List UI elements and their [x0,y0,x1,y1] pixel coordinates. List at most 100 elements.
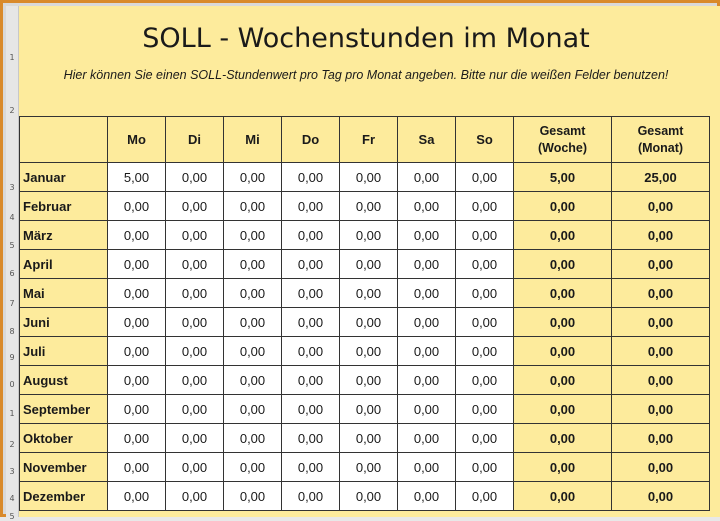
day-hours-cell[interactable]: 0,00 [339,162,398,192]
day-hours-cell[interactable]: 0,00 [339,278,398,308]
day-hours-cell[interactable]: 0,00 [339,423,398,453]
day-hours-cell[interactable]: 0,00 [223,191,282,221]
day-hours-cell[interactable]: 0,00 [107,249,166,279]
day-hours-cell[interactable]: 0,00 [165,365,224,395]
header-mi: Mi [223,116,282,163]
day-hours-cell[interactable]: 0,00 [223,423,282,453]
day-hours-cell[interactable]: 0,00 [107,452,166,482]
day-hours-cell[interactable]: 0,00 [455,481,514,511]
day-hours-cell[interactable]: 0,00 [107,278,166,308]
day-hours-cell[interactable]: 0,00 [107,423,166,453]
day-hours-cell[interactable]: 0,00 [223,394,282,424]
day-hours-cell[interactable]: 0,00 [455,278,514,308]
day-hours-cell[interactable]: 0,00 [339,394,398,424]
day-hours-cell[interactable]: 0,00 [455,394,514,424]
day-hours-cell[interactable]: 0,00 [281,191,340,221]
day-hours-cell[interactable]: 0,00 [455,162,514,192]
day-hours-cell[interactable]: 0,00 [107,336,166,366]
day-hours-cell[interactable]: 0,00 [223,220,282,250]
day-hours-cell[interactable]: 0,00 [281,365,340,395]
day-hours-cell[interactable]: 0,00 [339,220,398,250]
day-hours-cell[interactable]: 0,00 [223,336,282,366]
day-hours-cell[interactable]: 0,00 [397,191,456,221]
day-hours-cell[interactable]: 0,00 [223,162,282,192]
day-hours-cell[interactable]: 0,00 [397,336,456,366]
month-label: April [19,249,108,279]
day-hours-cell[interactable]: 0,00 [397,423,456,453]
day-hours-cell[interactable]: 0,00 [397,307,456,337]
day-hours-cell[interactable]: 0,00 [397,249,456,279]
day-hours-cell[interactable]: 0,00 [339,249,398,279]
week-total-cell: 0,00 [513,278,612,308]
day-hours-cell[interactable]: 0,00 [165,278,224,308]
day-hours-cell[interactable]: 0,00 [165,220,224,250]
day-hours-cell[interactable]: 0,00 [455,365,514,395]
day-hours-cell[interactable]: 0,00 [397,452,456,482]
week-total-cell: 5,00 [513,162,612,192]
day-hours-cell[interactable]: 0,00 [281,162,340,192]
month-total-cell: 0,00 [611,336,710,366]
day-hours-cell[interactable]: 0,00 [165,394,224,424]
day-hours-cell[interactable]: 0,00 [107,220,166,250]
day-hours-cell[interactable]: 0,00 [397,394,456,424]
day-hours-cell[interactable]: 0,00 [455,423,514,453]
day-hours-cell[interactable]: 0,00 [223,481,282,511]
month-total-cell: 0,00 [611,394,710,424]
day-hours-cell[interactable]: 0,00 [455,191,514,221]
day-hours-cell[interactable]: 0,00 [107,481,166,511]
day-hours-cell[interactable]: 0,00 [455,307,514,337]
day-hours-cell[interactable]: 0,00 [397,162,456,192]
week-total-cell: 0,00 [513,307,612,337]
day-hours-cell[interactable]: 0,00 [339,481,398,511]
day-hours-cell[interactable]: 0,00 [281,336,340,366]
day-hours-cell[interactable]: 0,00 [281,481,340,511]
day-hours-cell[interactable]: 0,00 [107,191,166,221]
month-label: November [19,452,108,482]
day-hours-cell[interactable]: 0,00 [223,249,282,279]
day-hours-cell[interactable]: 0,00 [107,307,166,337]
day-hours-cell[interactable]: 0,00 [223,278,282,308]
header-di: Di [165,116,224,163]
day-hours-cell[interactable]: 0,00 [107,394,166,424]
day-hours-cell[interactable]: 0,00 [165,452,224,482]
day-hours-cell[interactable]: 0,00 [339,365,398,395]
day-hours-cell[interactable]: 0,00 [397,278,456,308]
day-hours-cell[interactable]: 0,00 [107,365,166,395]
day-hours-cell[interactable]: 0,00 [397,365,456,395]
row-number: 3 [9,183,15,192]
day-hours-cell[interactable]: 0,00 [281,452,340,482]
day-hours-cell[interactable]: 0,00 [281,423,340,453]
month-label: Oktober [19,423,108,453]
day-hours-cell[interactable]: 0,00 [339,191,398,221]
day-hours-cell[interactable]: 0,00 [339,452,398,482]
day-hours-cell[interactable]: 0,00 [165,249,224,279]
day-hours-cell[interactable]: 0,00 [165,191,224,221]
day-hours-cell[interactable]: 0,00 [281,394,340,424]
day-hours-cell[interactable]: 0,00 [339,336,398,366]
day-hours-cell[interactable]: 0,00 [165,336,224,366]
month-label: Juli [19,336,108,366]
day-hours-cell[interactable]: 0,00 [455,220,514,250]
day-hours-cell[interactable]: 0,00 [165,162,224,192]
day-hours-cell[interactable]: 0,00 [339,307,398,337]
day-hours-cell[interactable]: 0,00 [455,249,514,279]
day-hours-cell[interactable]: 0,00 [223,307,282,337]
worksheet: SOLL - Wochenstunden im Monat Hier könne… [19,6,720,517]
day-hours-cell[interactable]: 0,00 [165,307,224,337]
table-row: Mai 0,00 0,00 0,00 0,00 0,00 0,00 0,00 0,00 0,00 [19,278,710,308]
day-hours-cell[interactable]: 0,00 [281,278,340,308]
day-hours-cell[interactable]: 0,00 [281,307,340,337]
month-label: Dezember [19,481,108,511]
day-hours-cell[interactable]: 0,00 [455,336,514,366]
day-hours-cell[interactable]: 0,00 [223,365,282,395]
day-hours-cell[interactable]: 0,00 [223,452,282,482]
day-hours-cell[interactable]: 0,00 [281,249,340,279]
day-hours-cell[interactable]: 0,00 [281,220,340,250]
day-hours-cell[interactable]: 5,00 [107,162,166,192]
day-hours-cell[interactable]: 0,00 [165,481,224,511]
day-hours-cell[interactable]: 0,00 [397,481,456,511]
day-hours-cell[interactable]: 0,00 [397,220,456,250]
day-hours-cell[interactable]: 0,00 [165,423,224,453]
table-row: April 0,00 0,00 0,00 0,00 0,00 0,00 0,00 0,00 0,0… [19,249,710,279]
day-hours-cell[interactable]: 0,00 [455,452,514,482]
